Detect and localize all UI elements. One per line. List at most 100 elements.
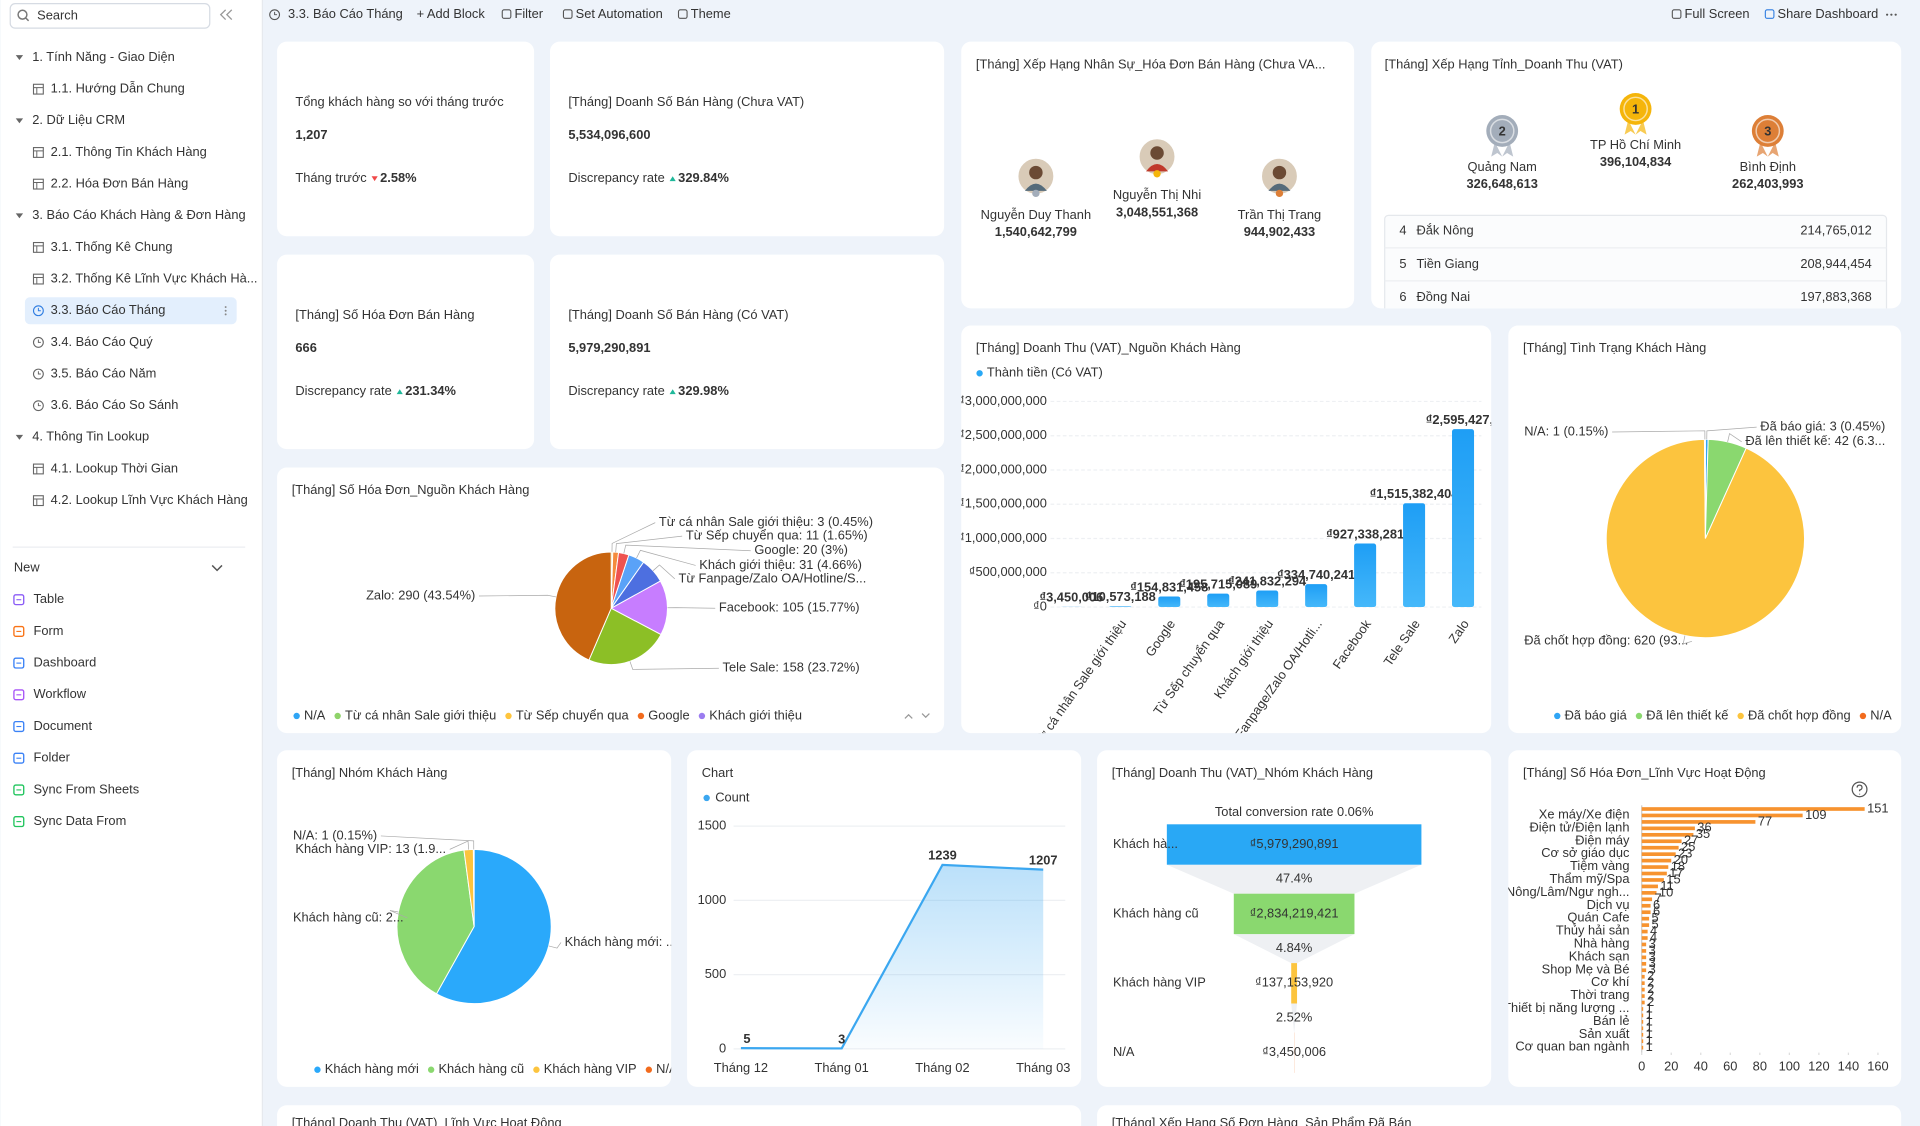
leader-line: [652, 564, 676, 580]
bar-value-label: 2: [1647, 968, 1654, 983]
bar: [1256, 590, 1279, 608]
funnel-stage: [1233, 893, 1355, 935]
y-tick-label: Shop Mẹ và Bé: [1542, 961, 1630, 976]
avatar-body: [1146, 164, 1169, 172]
nav-item[interactable]: 4.2. Lookup Lĩnh Vực Khách Hàng: [51, 492, 248, 507]
toolbar-right-action[interactable]: Full Screen: [1685, 6, 1750, 21]
bar-value-label: 17: [1669, 865, 1683, 880]
table-icon-lines: [33, 87, 44, 95]
bar: [1641, 891, 1657, 895]
pie-label: Đã chốt hợp đồng: 620 (93...: [1524, 633, 1688, 648]
kpi-change: 231.34%: [405, 383, 456, 398]
kpi-title: [Tháng] Doanh Số Bán Hàng (Có VAT): [568, 307, 788, 322]
new-item[interactable]: Sync From Sheets: [33, 781, 139, 796]
bar: [1641, 820, 1756, 824]
new-item[interactable]: Document: [33, 718, 92, 733]
help-icon-mark: [1856, 784, 1863, 795]
nav-item[interactable]: 3. Báo Cáo Khách Hàng & Đơn Hàng: [32, 207, 245, 222]
nav-item[interactable]: 3.1. Thống Kê Chung: [51, 239, 173, 254]
bar-value-label: ₫2,595,427,9: [1426, 412, 1500, 427]
legend-label[interactable]: N/A: [656, 1061, 678, 1076]
status-pie-card: [Tháng] Tình Trạng Khách Hàng Đã báo giá:…: [1523, 340, 1892, 722]
new-item[interactable]: Workflow: [33, 686, 86, 701]
card-title: [Tháng] Số Hóa Đơn_Lĩnh Vực Hoạt Động: [1523, 765, 1766, 780]
new-item[interactable]: Folder: [33, 750, 70, 765]
more-dot: [1890, 13, 1893, 16]
bar: [1354, 543, 1377, 608]
toolbar-action[interactable]: Theme: [691, 6, 731, 21]
bar: [1641, 974, 1645, 979]
new-item[interactable]: Sync Data From: [33, 813, 126, 828]
new-item[interactable]: Table: [33, 591, 64, 606]
legend-swatch: [293, 712, 300, 720]
nav-item[interactable]: 3.2. Thống Kê Lĩnh Vực Khách Hà...: [51, 270, 258, 285]
bar: [1641, 832, 1694, 837]
legend-label[interactable]: Khách hàng cũ: [438, 1061, 524, 1076]
bar-value-label: 18: [1671, 858, 1685, 873]
nav-item[interactable]: 2.2. Hóa Đơn Bán Hàng: [51, 176, 189, 191]
pie-label: N/A: 1 (0.15%): [293, 827, 377, 842]
search-placeholder[interactable]: Search: [37, 7, 78, 22]
legend-label[interactable]: Đã báo giá: [1565, 707, 1628, 722]
leader-line: [615, 535, 683, 553]
nav-item[interactable]: 4.1. Lookup Thời Gian: [51, 460, 178, 475]
nav-item[interactable]: 1. Tính Năng - Giao Diện: [32, 49, 175, 64]
kpi-card-bg: [549, 254, 945, 450]
legend-label[interactable]: N/A: [1870, 707, 1892, 722]
nav-item[interactable]: 3.5. Báo Cáo Năm: [51, 365, 157, 380]
dashboard-icon: [32, 305, 44, 317]
y-tick-label: ₫0: [1033, 598, 1047, 613]
legend-label[interactable]: Từ Sếp chuyển qua: [516, 707, 630, 722]
bar: [1641, 968, 1647, 973]
nav-item[interactable]: 3.4. Báo Cáo Quý: [51, 334, 154, 349]
list-amount: 197,883,368: [1800, 289, 1871, 304]
nav-item[interactable]: 2.1. Thông Tin Khách Hàng: [51, 144, 207, 159]
legend-label[interactable]: Khách hàng VIP: [544, 1061, 637, 1076]
bar-value-label: 2: [1647, 994, 1654, 1009]
toolbar-action[interactable]: + Add Block: [417, 6, 486, 21]
legend-label[interactable]: Khách giới thiệu: [709, 707, 802, 722]
toolbar: 3.3. Báo Cáo Tháng + Add Block Filter Set A…: [269, 6, 1897, 21]
new-item-icon: [13, 720, 25, 733]
nav-item[interactable]: 3.6. Báo Cáo So Sánh: [51, 397, 179, 412]
new-item[interactable]: Form: [33, 623, 63, 638]
leader-line: [389, 910, 408, 919]
collapse-icon[interactable]: [219, 9, 233, 21]
legend-label[interactable]: Từ cá nhân Sale giới thiệu: [345, 707, 496, 722]
help-icon[interactable]: [1851, 781, 1868, 798]
nav-item[interactable]: 1.1. Hướng Dẫn Chung: [51, 81, 185, 96]
pie-label: Google: 20 (3%): [754, 542, 848, 557]
bar-value-label: 5: [1652, 917, 1659, 932]
province-name: TP Hồ Chí Minh: [1590, 137, 1681, 152]
bar-value-label: 6: [1653, 897, 1660, 912]
legend-label[interactable]: Đã lên thiết kế: [1646, 707, 1728, 722]
nav-item[interactable]: 3.3. Báo Cáo Tháng: [51, 302, 166, 317]
new-item[interactable]: Dashboard: [33, 655, 96, 670]
bar-value-label: 35: [1696, 826, 1710, 841]
legend-label[interactable]: Google: [648, 707, 689, 722]
new-chevron[interactable]: [211, 564, 223, 572]
list-name: Đắk Nông: [1417, 223, 1474, 238]
toolbar-right-action[interactable]: Share Dashboard: [1778, 6, 1879, 21]
bar-value-label: ₫10,573,188: [1085, 589, 1156, 604]
kpi-change: 329.98%: [678, 383, 729, 398]
nav-item[interactable]: 2. Dữ Liệu CRM: [32, 112, 125, 127]
toolbar-action[interactable]: Set Automation: [576, 6, 663, 21]
avatar-badge: [1153, 170, 1161, 178]
toolbar-action[interactable]: Filter: [514, 6, 543, 21]
legend-swatch: [976, 370, 983, 377]
legend-label[interactable]: N/A: [304, 707, 326, 722]
legend-swatch: [314, 1066, 321, 1073]
bar: [1641, 903, 1651, 908]
new-item-icon: [13, 594, 25, 606]
legend-pager[interactable]: [904, 713, 930, 719]
legend-label[interactable]: Khách hàng mới: [325, 1061, 419, 1076]
legend-swatch: [533, 1066, 540, 1073]
nav-item[interactable]: 4. Thông Tin Lookup: [32, 429, 149, 444]
avatar-badge: [1275, 189, 1284, 198]
kpi-card: Tổng khách hàng so với tháng trước 1,207 T…: [295, 94, 504, 185]
kpi-card-bg: [549, 41, 945, 237]
x-tick-label: 20: [1664, 1059, 1678, 1074]
new-item-icon: [13, 625, 25, 637]
legend-label[interactable]: Đã chốt hợp đồng: [1748, 707, 1851, 722]
